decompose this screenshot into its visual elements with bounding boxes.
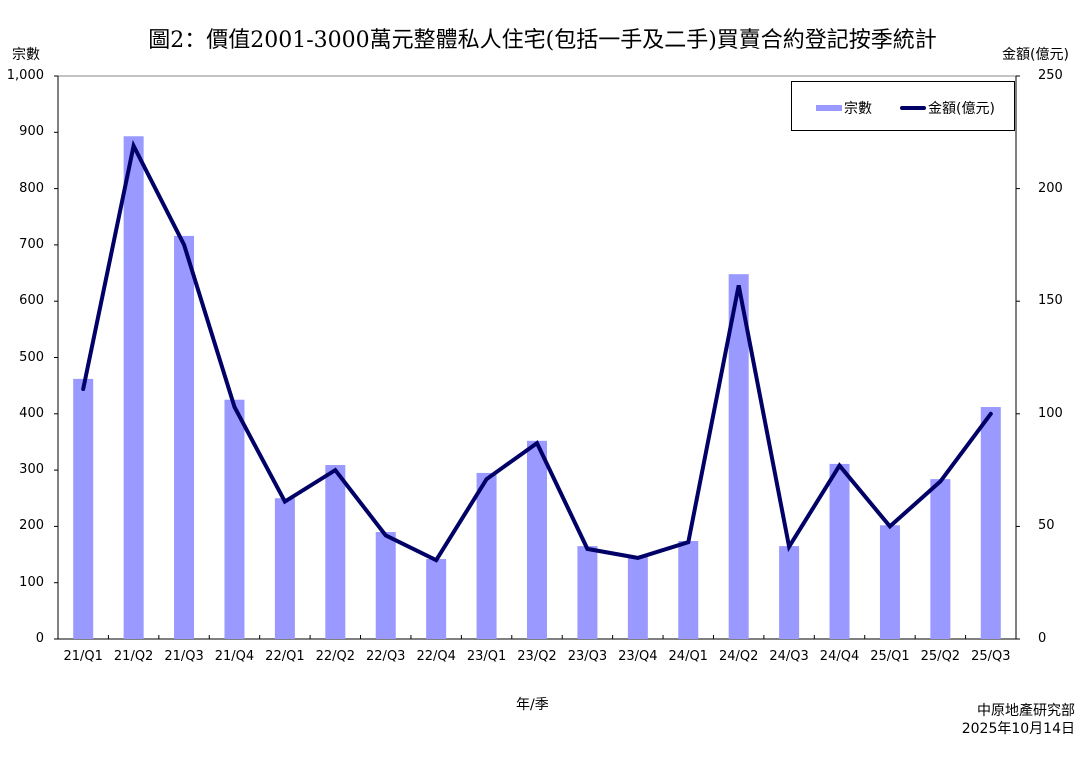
legend: 宗數 金額(億元) (791, 81, 1015, 131)
right-tick-label: 150 (1038, 293, 1063, 309)
bar-23/Q1 (476, 472, 497, 639)
legend-item-amount: 金額(億元) (900, 98, 995, 118)
right-tick-label: 100 (1038, 405, 1063, 421)
x-tick-label: 23/Q1 (466, 649, 507, 664)
right-tick-label: 250 (1038, 68, 1063, 83)
amount-line (81, 139, 993, 563)
x-tick-label: 25/Q1 (870, 649, 910, 664)
left-tick-label: 0 (35, 631, 44, 646)
x-tick-label: 25/Q2 (920, 649, 961, 664)
bar-21/Q3 (174, 235, 195, 639)
legend-label-amount: 金額(億元) (928, 101, 995, 117)
x-tick-label: 21/Q3 (164, 649, 204, 664)
x-tick-label: 22/Q4 (416, 649, 456, 664)
left-tick-label: 100 (19, 574, 44, 590)
bar-25/Q2 (930, 479, 951, 639)
x-tick-label: 22/Q1 (265, 649, 305, 664)
x-tick-label: 24/Q2 (718, 649, 759, 664)
x-tick-label: 21/Q2 (113, 649, 154, 664)
bar-21/Q4 (224, 399, 245, 639)
chart-title: 圖2：價值2001-3000萬元整體私人住宅(包括一手及二手)買賣合約登記按季統… (148, 28, 937, 53)
left-tick-label: 500 (19, 349, 44, 365)
x-tick-label: 25/Q3 (971, 649, 1011, 664)
left-tick-label: 300 (19, 462, 44, 478)
bar-22/Q1 (274, 498, 295, 639)
bar-25/Q1 (879, 525, 900, 639)
bar-23/Q4 (627, 556, 648, 639)
bar-24/Q2 (728, 274, 749, 639)
bar-22/Q4 (426, 559, 447, 639)
bar-21/Q1 (73, 378, 94, 639)
right-tick-label: 50 (1038, 518, 1055, 534)
source-date: 2025年10月14日 (961, 721, 1075, 737)
left-tick-label: 1,000 (6, 68, 44, 83)
x-tick-label: 21/Q1 (63, 649, 103, 664)
legend-label-count: 宗數 (844, 101, 872, 117)
bar-swatch-icon (816, 105, 842, 111)
bar-24/Q3 (779, 546, 800, 639)
bar-22/Q2 (325, 465, 346, 639)
right-axis-unit: 金額(億元) (1002, 47, 1069, 63)
bar-24/Q4 (829, 463, 850, 639)
x-tick-label: 24/Q1 (668, 649, 708, 664)
left-tick-label: 200 (19, 518, 44, 534)
bar-23/Q3 (577, 546, 598, 639)
left-tick-label: 400 (19, 405, 44, 421)
legend-item-count: 宗數 (816, 98, 872, 118)
bar-23/Q2 (527, 440, 547, 639)
bar-24/Q1 (678, 541, 699, 639)
left-tick-label: 600 (19, 293, 44, 309)
bar-22/Q3 (375, 532, 396, 639)
x-tick-label: 23/Q3 (567, 649, 608, 664)
x-axis-label: 年/季 (516, 697, 549, 713)
bar-21/Q2 (123, 136, 144, 639)
left-tick-label: 700 (19, 236, 44, 252)
x-tick-label: 22/Q2 (315, 649, 356, 664)
source-org: 中原地產研究部 (977, 703, 1075, 719)
source-note: 中原地產研究部 2025年10月14日 (962, 702, 1075, 738)
x-tick-label: 24/Q4 (819, 649, 860, 664)
x-tick-label: 22/Q3 (366, 649, 406, 664)
left-tick-label: 800 (19, 180, 44, 196)
right-tick-label: 0 (1038, 631, 1047, 646)
x-tick-label: 21/Q4 (214, 649, 255, 664)
x-tick-label: 24/Q3 (769, 649, 809, 664)
bar-25/Q3 (980, 407, 1001, 639)
x-tick-label: 23/Q2 (517, 649, 557, 664)
left-axis-unit: 宗數 (12, 47, 40, 63)
x-tick-label: 23/Q4 (618, 649, 658, 664)
line-swatch-icon (900, 106, 926, 110)
left-tick-label: 900 (19, 124, 44, 140)
right-tick-label: 200 (1038, 180, 1063, 196)
